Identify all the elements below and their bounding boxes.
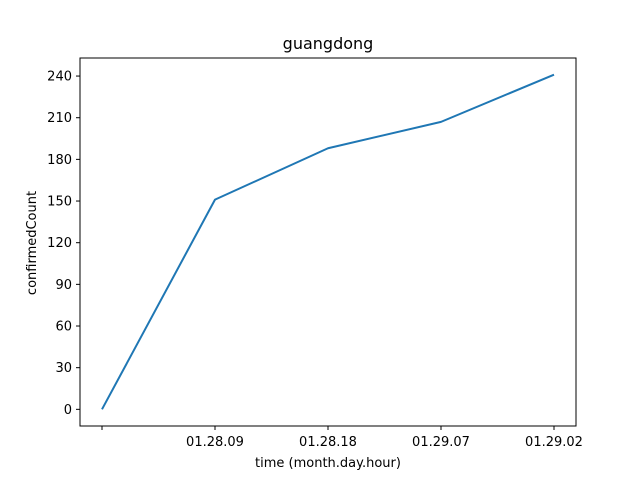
y-tick-label: 60 [55,320,72,335]
x-tick-label: 01.29.02 [525,435,583,450]
y-tick-label: 210 [47,111,72,126]
x-tick-label: 01.28.18 [299,435,357,450]
y-tick-label: 120 [47,236,72,251]
y-tick-label: 180 [47,153,72,168]
chart-title: guangdong [283,34,374,53]
y-axis-label: confirmedCount [25,191,40,295]
y-tick-label: 30 [55,361,72,376]
y-tick-label: 150 [47,195,72,210]
plot-area: 0 30 60 90 120 150 180 210 240 01.28.09 01.28.18 01… [47,58,583,450]
series-line [102,75,554,410]
x-axis-label: time (month.day.hour) [255,456,401,471]
y-tick-label: 90 [55,278,72,293]
x-tick-label: 01.28.09 [186,435,244,450]
axes-frame [80,58,576,426]
y-tick-label: 240 [47,70,72,85]
y-tick-label: 0 [64,403,72,418]
x-tick-label: 01.29.07 [412,435,470,450]
